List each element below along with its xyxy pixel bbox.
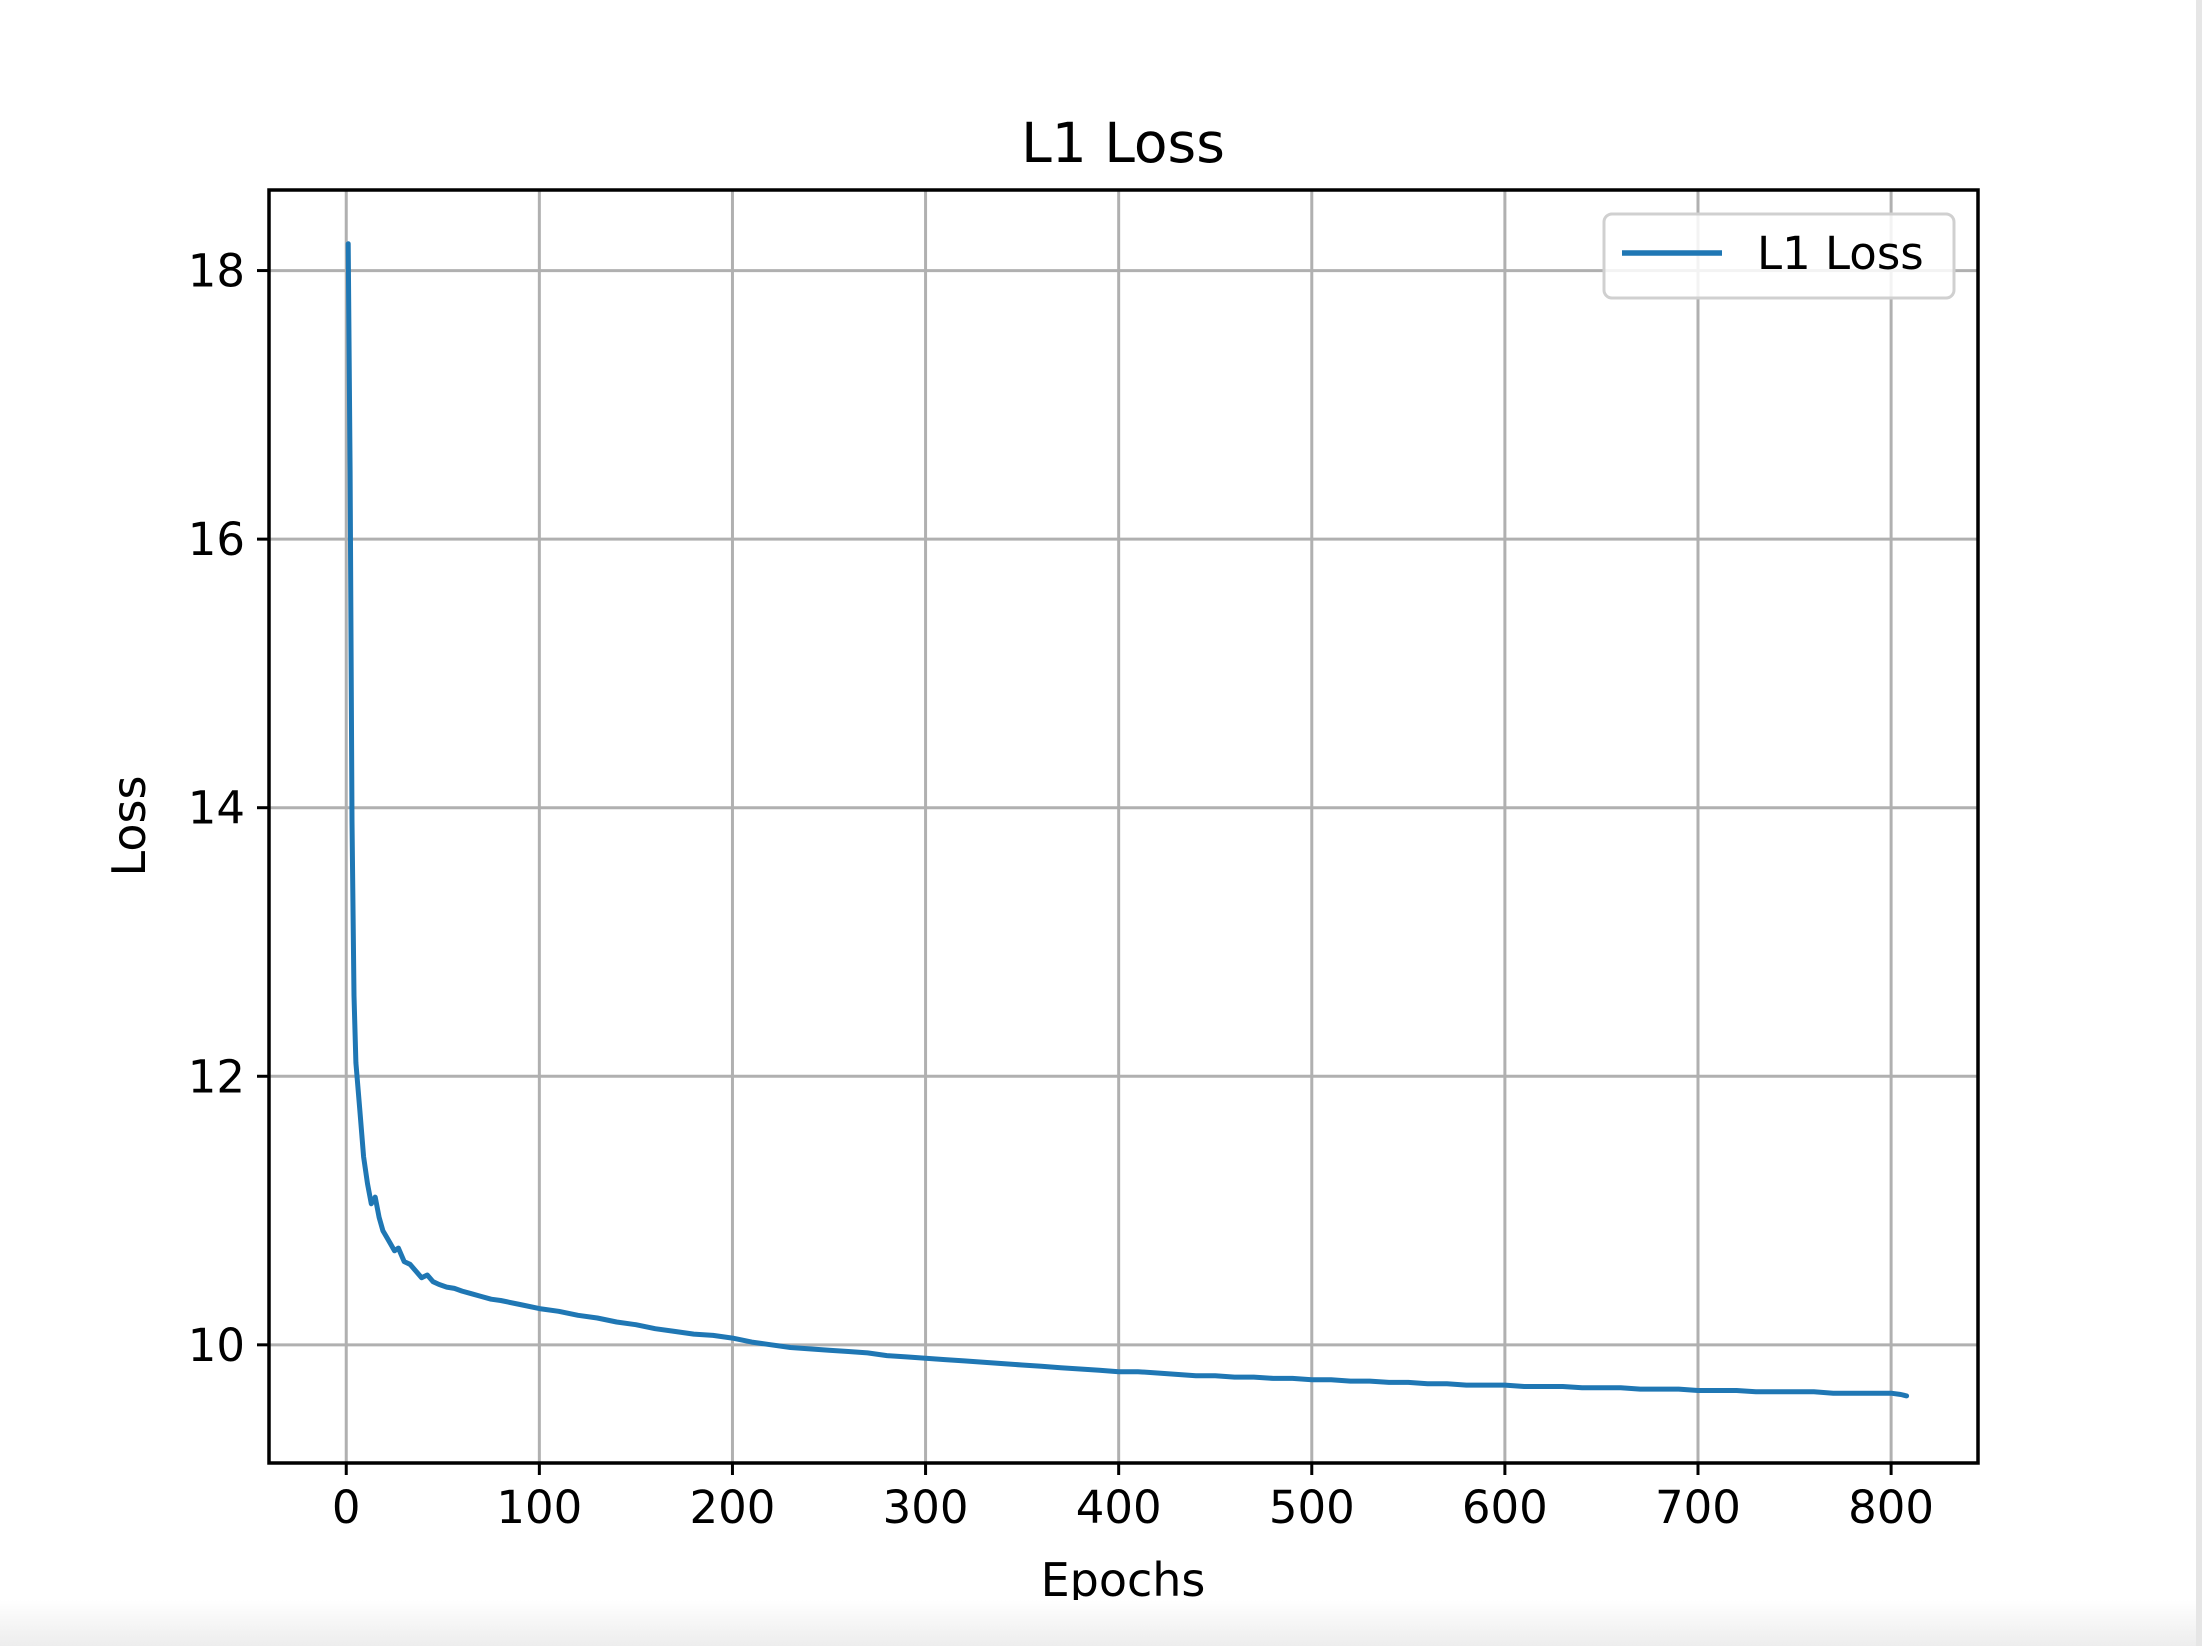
y-tick-label: 12 — [188, 1050, 245, 1103]
legend-box — [1602, 212, 1956, 300]
window-right-edge — [2196, 0, 2202, 1646]
series-line-l1-loss — [345, 241, 1910, 1399]
y-axis-label: Loss — [102, 776, 156, 877]
x-tick-label: 0 — [332, 1481, 361, 1534]
x-tick-label: 400 — [1076, 1481, 1162, 1534]
x-tick-label: 200 — [690, 1481, 776, 1534]
x-axis-label: Epochs — [1041, 1553, 1206, 1607]
legend: L1 Loss — [1602, 212, 1956, 300]
x-tick-label: 600 — [1462, 1481, 1548, 1534]
y-tick-label: 14 — [188, 782, 245, 835]
y-tick-label: 10 — [188, 1319, 245, 1372]
x-tick-label: 100 — [496, 1481, 582, 1534]
y-tick-label: 18 — [188, 245, 245, 298]
ticks: 0 100 200 300 400 500 600 700 800 10 12 14 16 18 — [188, 245, 1934, 1534]
window-bottom-edge — [0, 1600, 2202, 1646]
x-tick-label: 500 — [1269, 1481, 1355, 1534]
plot-frame — [267, 188, 1980, 1465]
series-layer — [345, 241, 1910, 1399]
x-tick-label: 800 — [1848, 1481, 1934, 1534]
grid — [269, 190, 1978, 1463]
x-tick-label: 700 — [1655, 1481, 1741, 1534]
x-tick-label: 300 — [883, 1481, 969, 1534]
legend-label: L1 Loss — [1757, 227, 1924, 280]
chart-title: L1 Loss — [1021, 111, 1225, 175]
y-tick-label: 16 — [188, 513, 245, 566]
